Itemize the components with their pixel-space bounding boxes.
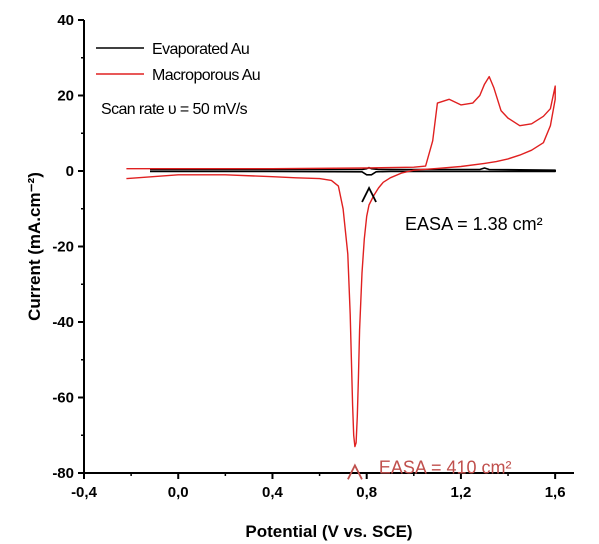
annotation-easa-evaporated: EASA = 1.38 cm² xyxy=(405,214,543,234)
annotation-easa-macroporous: EASA = 410 cm² xyxy=(379,457,512,477)
legend-label: Macroporous Au xyxy=(152,67,260,84)
x-tick-label: 0,8 xyxy=(356,484,377,501)
x-tick-label: -0,4 xyxy=(71,484,98,501)
x-axis-title: Potential (V vs. SCE) xyxy=(245,522,412,541)
y-tick-label: -60 xyxy=(52,390,74,407)
y-tick-label: -20 xyxy=(52,239,74,256)
x-tick-label: 1,6 xyxy=(545,484,566,501)
y-tick-label: -40 xyxy=(52,314,74,331)
y-tick-label: 40 xyxy=(57,12,74,29)
x-tick-label: 1,2 xyxy=(450,484,471,501)
legend-label: Evaporated Au xyxy=(152,41,249,58)
y-tick-label: 0 xyxy=(66,163,74,180)
y-tick-label: 20 xyxy=(57,88,74,105)
y-tick-label: -80 xyxy=(52,465,74,482)
x-tick-label: 0,4 xyxy=(262,484,284,501)
x-tick-label: 0,0 xyxy=(168,484,189,501)
legend-note: Scan rate υ = 50 mV/s xyxy=(101,101,248,118)
y-axis-title: Current (mA.cm⁻²) xyxy=(25,172,44,321)
